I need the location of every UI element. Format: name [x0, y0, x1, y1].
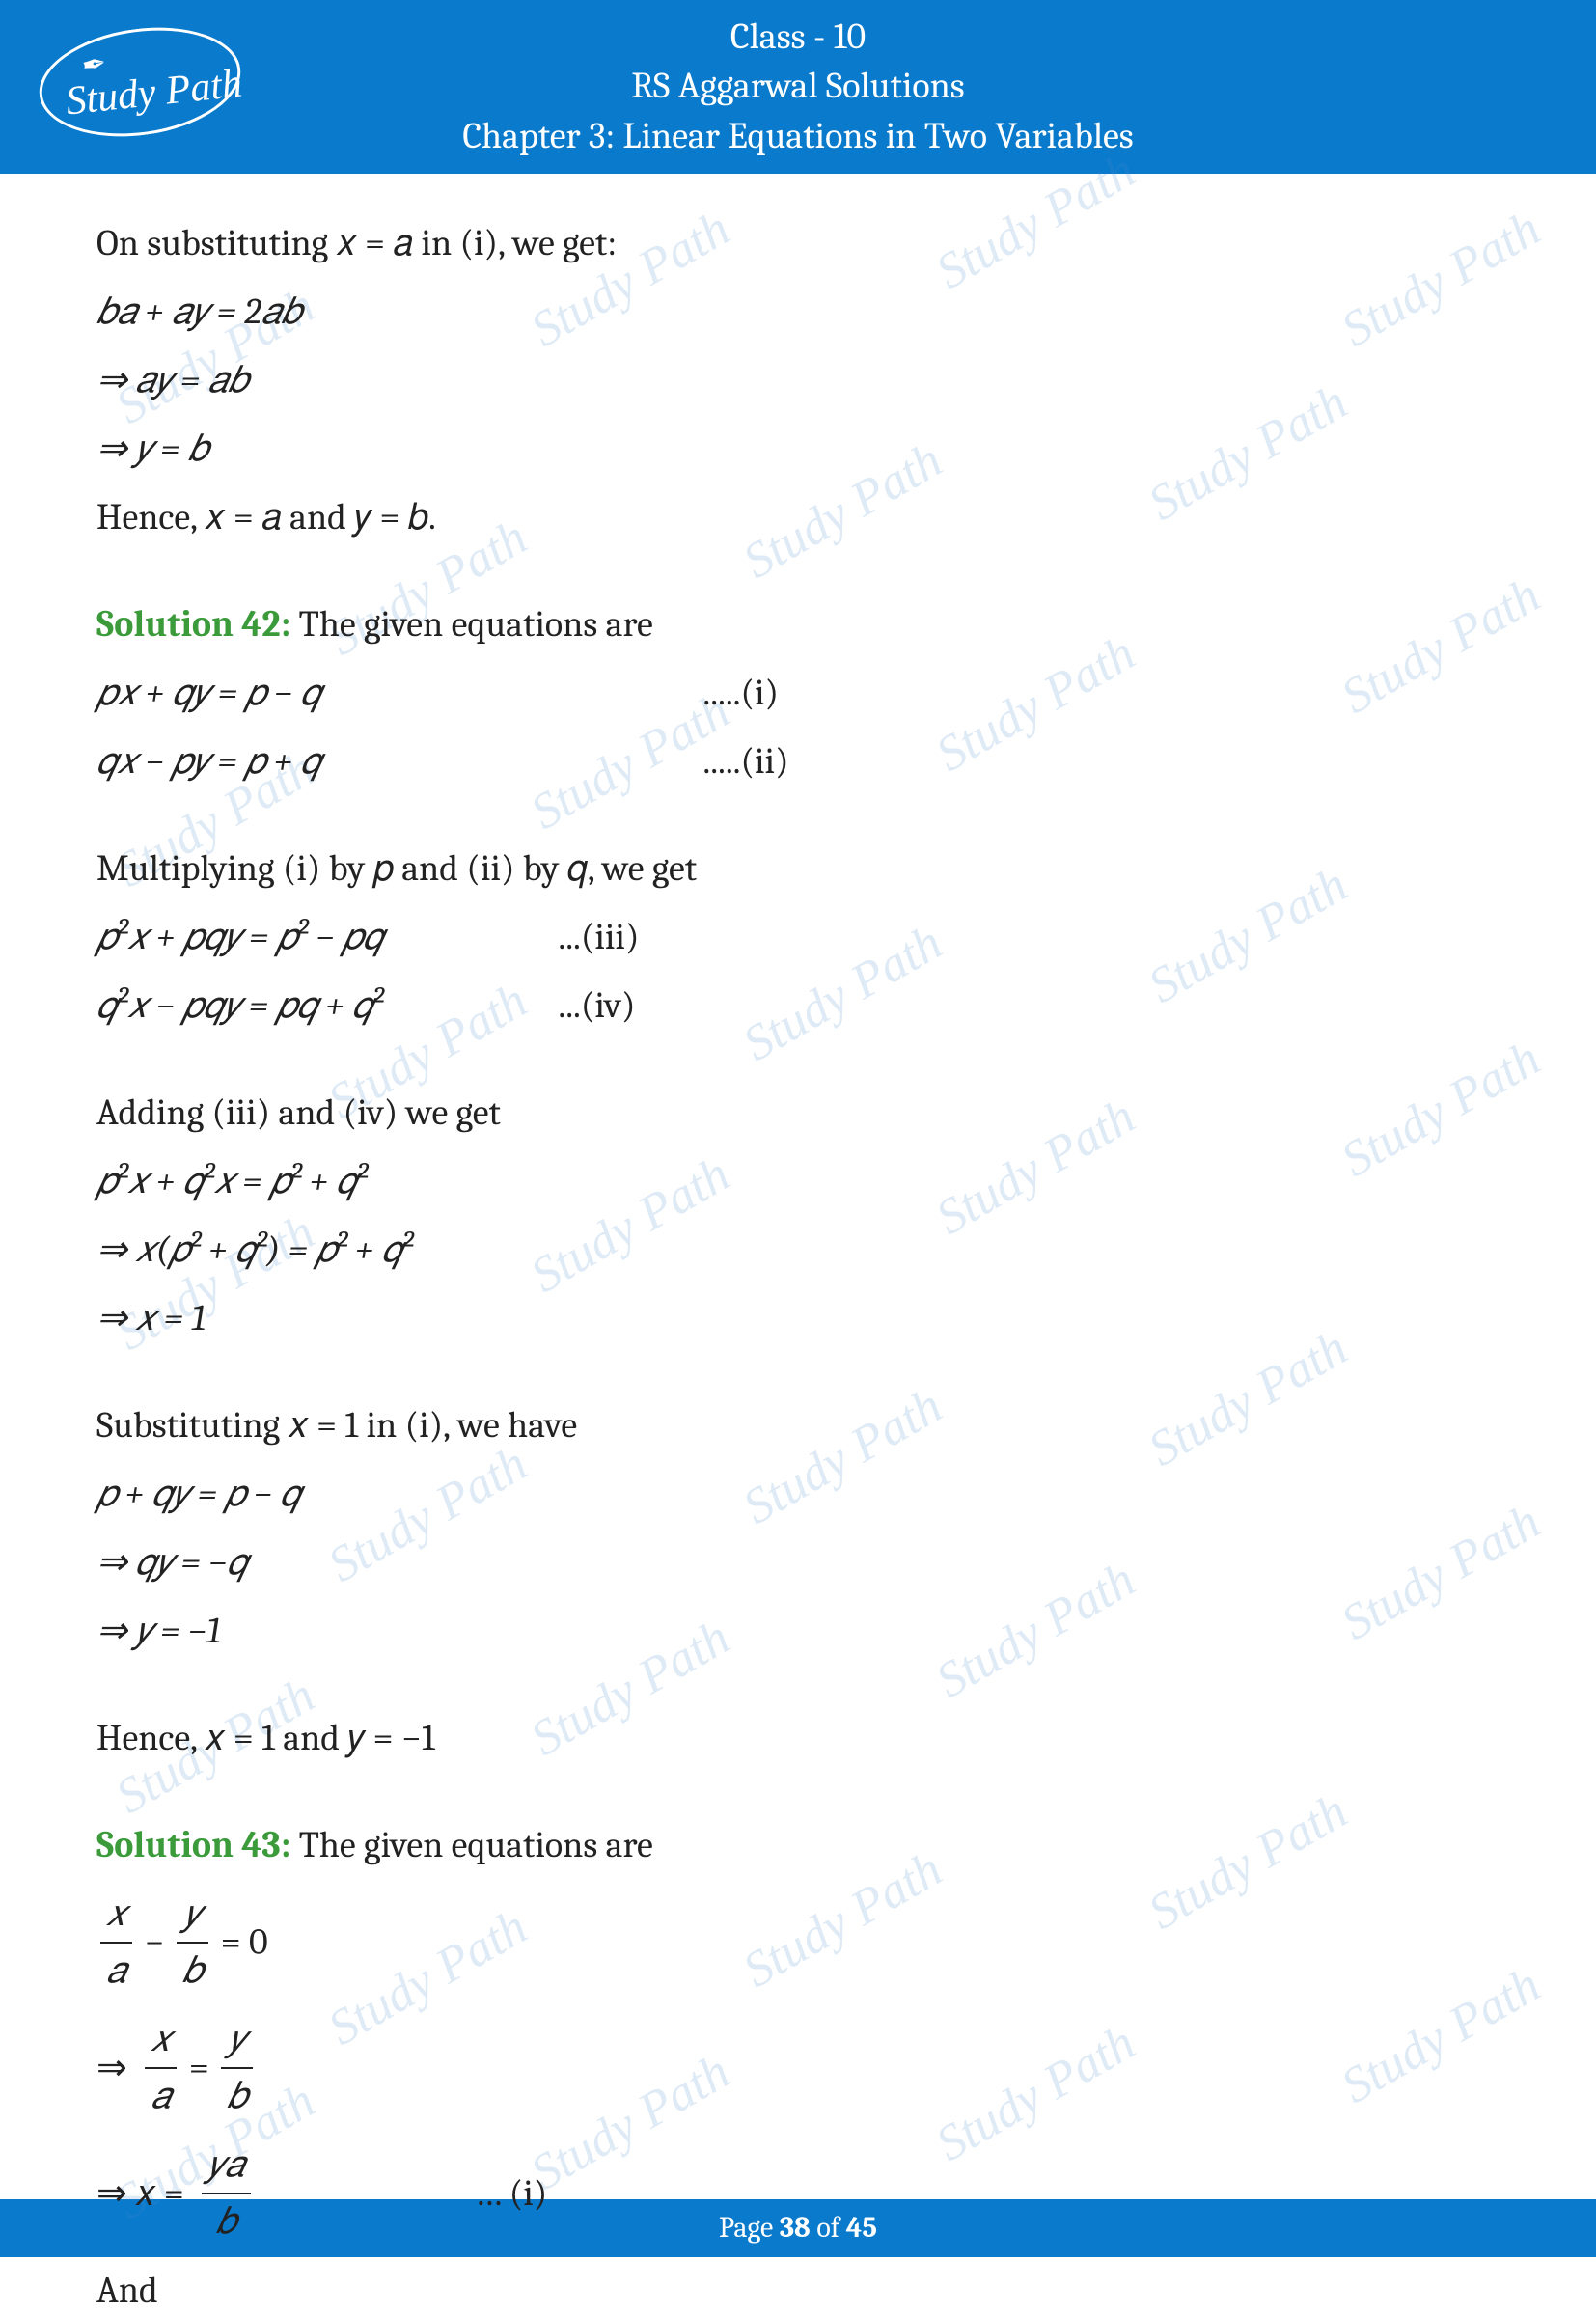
fraction: 𝑥 𝑎	[100, 1887, 132, 1999]
equation-line: 𝑝𝑥 + 𝑞𝑦 = 𝑝 − 𝑞 .....(i)	[96, 666, 1500, 721]
equation-line: 𝑏𝑎 + 𝑎𝑦 = 2𝑎𝑏	[96, 285, 1500, 340]
fraction: 𝑦 𝑏	[221, 2012, 253, 2124]
equation-ref: … (i)	[475, 2166, 547, 2221]
fraction: 𝑦𝑎 𝑏	[202, 2138, 250, 2249]
page-content: On substituting 𝑥 = 𝑎 in (i), we get: 𝑏𝑎…	[0, 174, 1596, 2318]
equation-line: 𝑞𝑥 − 𝑝𝑦 = 𝑝 + 𝑞 .....(ii)	[96, 734, 1500, 789]
solution-heading: Solution 43: The given equations are	[96, 1818, 1500, 1873]
text-line: Multiplying (i) by 𝑝 and (ii) by 𝑞, we g…	[96, 842, 1500, 897]
text-line: Adding (iii) and (iv) we get	[96, 1086, 1500, 1141]
solution-label: Solution 42:	[96, 603, 290, 646]
equation-line: 𝑝²𝑥 + 𝑞²𝑥 = 𝑝² + 𝑞²	[96, 1154, 1500, 1209]
solution-heading: Solution 42: The given equations are	[96, 597, 1500, 652]
text-line: On substituting 𝑥 = 𝑎 in (i), we get:	[96, 216, 1500, 271]
equation-line: ⇒ 𝑞𝑦 = −𝑞	[96, 1535, 1500, 1590]
equation-line: 𝑝²𝑥 + 𝑝𝑞𝑦 = 𝑝² − 𝑝𝑞 ...(iii)	[96, 910, 1500, 965]
text-line: And	[96, 2263, 1500, 2318]
solution-label: Solution 43:	[96, 1824, 290, 1866]
solution-intro: The given equations are	[290, 603, 652, 646]
header-line1: Class - 10	[462, 13, 1133, 62]
header-line2: RS Aggarwal Solutions	[462, 62, 1133, 111]
equation-ref: .....(ii)	[702, 734, 788, 789]
equation-line: ⇒ 𝑦 = 𝑏	[96, 422, 1500, 477]
equation-ref: ...(iii)	[558, 910, 639, 965]
text-line: Hence, 𝑥 = 1 and 𝑦 = −1	[96, 1711, 1500, 1766]
equation-line: ⇒ 𝑥(𝑝² + 𝑞²) = 𝑝² + 𝑞²	[96, 1223, 1500, 1278]
studypath-logo: ✒ Study Path	[39, 29, 251, 145]
text-line: Hence, 𝑥 = 𝑎 and 𝑦 = 𝑏.	[96, 490, 1500, 545]
solution-intro: The given equations are	[290, 1824, 652, 1866]
fraction: 𝑥 𝑎	[145, 2012, 177, 2124]
equation-fraction-line: ⇒ 𝑥 = 𝑦𝑎 𝑏 … (i)	[96, 2138, 1500, 2249]
text-line: Substituting 𝑥 = 1 in (i), we have	[96, 1398, 1500, 1453]
equation-line: 𝑞²𝑥 − 𝑝𝑞𝑦 = 𝑝𝑞 + 𝑞² ...(iv)	[96, 979, 1500, 1034]
equation-fraction-line: ⇒ 𝑥 𝑎 = 𝑦 𝑏	[96, 2012, 1500, 2124]
equation-ref: ...(iv)	[558, 979, 635, 1034]
equation-fraction-line: 𝑥 𝑎 − 𝑦 𝑏 = 0	[96, 1887, 1500, 1999]
header-title-block: Class - 10 RS Aggarwal Solutions Chapter…	[462, 13, 1133, 161]
equation-line: ⇒ 𝑦 = −1	[96, 1604, 1500, 1659]
equation-line: ⇒ 𝑎𝑦 = 𝑎𝑏	[96, 353, 1500, 408]
equation-line: 𝑝 + 𝑞𝑦 = 𝑝 − 𝑞	[96, 1467, 1500, 1522]
fraction: 𝑦 𝑏	[177, 1887, 208, 1999]
equation-line: ⇒ 𝑥 = 1	[96, 1291, 1500, 1346]
equation-ref: .....(i)	[702, 666, 779, 721]
header-line3: Chapter 3: Linear Equations in Two Varia…	[462, 112, 1133, 161]
page-header: ✒ Study Path Class - 10 RS Aggarwal Solu…	[0, 0, 1596, 174]
